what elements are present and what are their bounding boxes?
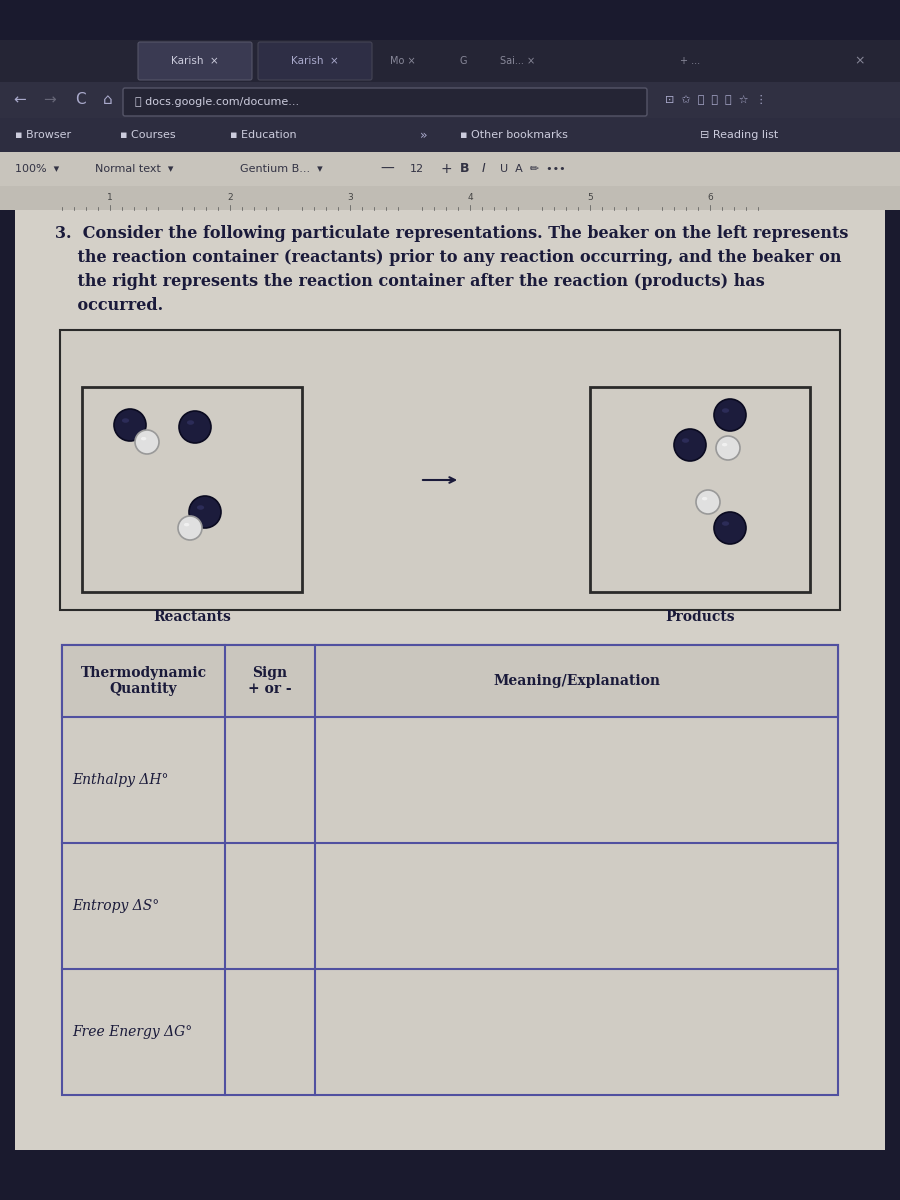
Text: 1: 1 <box>107 193 112 203</box>
Ellipse shape <box>682 438 689 443</box>
Text: U  A  ✏  •••: U A ✏ ••• <box>500 164 565 174</box>
Ellipse shape <box>722 443 727 446</box>
Ellipse shape <box>722 408 729 413</box>
Ellipse shape <box>141 437 147 440</box>
Text: Karish  ×: Karish × <box>171 56 219 66</box>
Text: +: + <box>440 162 452 176</box>
Circle shape <box>696 490 720 514</box>
Text: ×: × <box>855 54 865 67</box>
FancyBboxPatch shape <box>0 0 900 40</box>
Text: 3: 3 <box>347 193 353 203</box>
Circle shape <box>189 496 221 528</box>
Text: 4: 4 <box>467 193 472 203</box>
Circle shape <box>714 398 746 431</box>
Text: Mo ×: Mo × <box>390 56 416 66</box>
Text: 2: 2 <box>227 193 233 203</box>
Text: C: C <box>75 92 86 108</box>
Ellipse shape <box>702 497 707 500</box>
Circle shape <box>716 436 740 460</box>
FancyBboxPatch shape <box>138 42 252 80</box>
Text: I: I <box>482 162 486 175</box>
Circle shape <box>674 428 706 461</box>
FancyBboxPatch shape <box>0 186 900 210</box>
Text: + ...: + ... <box>680 56 700 66</box>
Bar <box>62 646 838 1094</box>
Text: —: — <box>380 162 394 176</box>
Text: →: → <box>43 92 57 108</box>
Text: the right represents the reaction container after the reaction (products) has: the right represents the reaction contai… <box>55 272 765 290</box>
Circle shape <box>178 516 202 540</box>
Text: Products: Products <box>665 610 734 624</box>
Ellipse shape <box>197 505 204 510</box>
Text: 6: 6 <box>707 193 713 203</box>
Text: ▪ Browser: ▪ Browser <box>15 130 71 140</box>
FancyBboxPatch shape <box>123 88 647 116</box>
Ellipse shape <box>184 523 189 527</box>
Ellipse shape <box>722 521 729 526</box>
Bar <box>82 386 302 592</box>
Text: 100%  ▾: 100% ▾ <box>15 164 59 174</box>
Text: ▪ Courses: ▪ Courses <box>120 130 176 140</box>
Text: Meaning/Explanation: Meaning/Explanation <box>493 674 660 688</box>
Ellipse shape <box>187 420 194 425</box>
Circle shape <box>179 410 211 443</box>
Text: Normal text  ▾: Normal text ▾ <box>95 164 174 174</box>
Text: Entropy ΔS°: Entropy ΔS° <box>72 899 159 913</box>
Text: ▪ Education: ▪ Education <box>230 130 297 140</box>
Text: »: » <box>420 128 427 142</box>
Ellipse shape <box>122 419 129 422</box>
Text: 5: 5 <box>587 193 593 203</box>
Text: Karish  ×: Karish × <box>291 56 339 66</box>
Text: occurred.: occurred. <box>55 296 163 314</box>
FancyBboxPatch shape <box>0 82 900 118</box>
Text: ⊡  ✩  ⓜ  ⓔ  📋  ☆  ⋮: ⊡ ✩ ⓜ ⓔ 📋 ☆ ⋮ <box>665 95 767 106</box>
Text: Sai... ×: Sai... × <box>500 56 536 66</box>
Text: Enthalpy ΔH°: Enthalpy ΔH° <box>72 773 168 787</box>
FancyBboxPatch shape <box>0 152 900 186</box>
Text: B: B <box>460 162 470 175</box>
Circle shape <box>114 409 146 440</box>
Text: ⌂: ⌂ <box>104 92 112 108</box>
Bar <box>60 330 840 610</box>
FancyBboxPatch shape <box>258 42 372 80</box>
FancyBboxPatch shape <box>0 118 900 152</box>
Text: ▪ Other bookmarks: ▪ Other bookmarks <box>460 130 568 140</box>
Text: 12: 12 <box>410 164 424 174</box>
Text: 3.  Consider the following particulate representations. The beaker on the left r: 3. Consider the following particulate re… <box>55 226 849 242</box>
FancyBboxPatch shape <box>0 40 900 82</box>
Text: G: G <box>460 56 467 66</box>
Circle shape <box>714 512 746 544</box>
Text: ←: ← <box>14 92 26 108</box>
FancyBboxPatch shape <box>0 1150 900 1200</box>
Text: Thermodynamic
Quantity: Thermodynamic Quantity <box>80 666 207 696</box>
Bar <box>590 386 810 592</box>
Bar <box>62 646 838 716</box>
Text: Gentium B...  ▾: Gentium B... ▾ <box>240 164 323 174</box>
Text: the reaction container (reactants) prior to any reaction occurring, and the beak: the reaction container (reactants) prior… <box>55 248 842 266</box>
Text: Sign
+ or -: Sign + or - <box>248 666 292 696</box>
Circle shape <box>135 430 159 454</box>
Text: ⊟ Reading list: ⊟ Reading list <box>700 130 778 140</box>
Text: Reactants: Reactants <box>153 610 231 624</box>
FancyBboxPatch shape <box>15 210 885 1150</box>
Text: 🔒 docs.google.com/docume...: 🔒 docs.google.com/docume... <box>135 97 299 107</box>
Text: Free Energy ΔG°: Free Energy ΔG° <box>72 1025 193 1039</box>
